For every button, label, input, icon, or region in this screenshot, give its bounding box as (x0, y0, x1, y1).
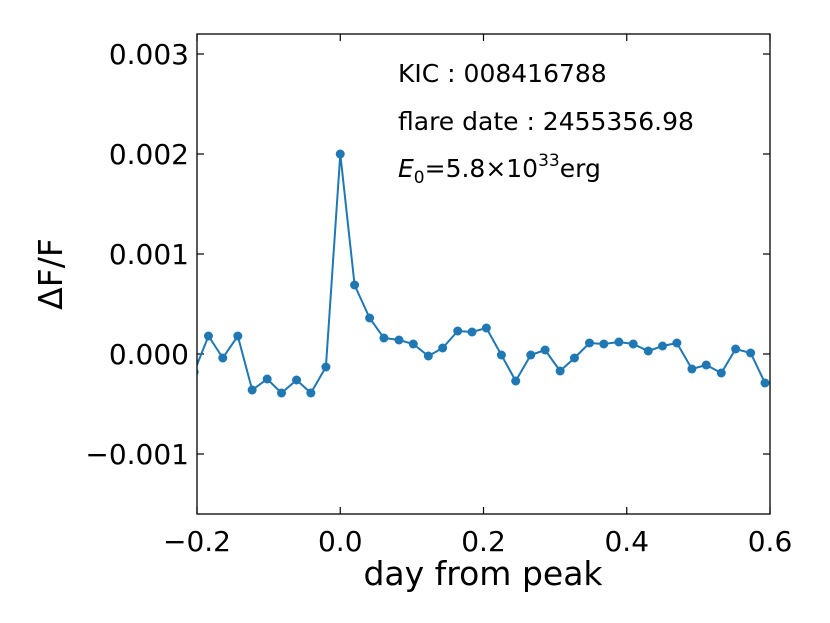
data-point (716, 368, 726, 378)
data-point (526, 350, 536, 360)
data-point (599, 339, 609, 349)
data-point (203, 331, 213, 341)
data-point (614, 337, 624, 347)
y-tick-label: 0.003 (109, 38, 189, 71)
data-point (569, 353, 579, 363)
x-tick-label: 0.6 (748, 525, 793, 558)
axis-ticks (196, 34, 771, 514)
y-tick-label: 0.001 (109, 238, 189, 271)
x-tick-label: 0.0 (318, 525, 363, 558)
x-axis-label: day from peak (363, 554, 603, 593)
data-point (335, 149, 345, 159)
data-point (394, 335, 404, 345)
data-point (408, 339, 418, 349)
energy-annotation: E0=5.8×1033erg (398, 151, 601, 188)
plot-area (197, 149, 770, 398)
series-line (197, 153, 766, 395)
data-point (306, 388, 316, 398)
energy-subscript: 0 (414, 168, 425, 188)
data-point (321, 362, 331, 372)
energy-unit: erg (560, 154, 601, 183)
data-point (379, 333, 389, 343)
x-tick-label: −0.2 (163, 525, 231, 558)
data-point (277, 388, 287, 398)
data-point (585, 338, 595, 348)
data-point (540, 345, 550, 355)
data-point (233, 331, 243, 341)
tick-labels: −0.2 0.0 0.2 0.4 0.6 −0.001 0.000 0.001 0.002 0.0… (85, 38, 792, 558)
data-point (365, 313, 375, 323)
data-point (555, 366, 565, 376)
data-point (438, 343, 448, 353)
kic-annotation: KIC : 008416788 (398, 59, 607, 88)
x-tick-label: 0.2 (461, 525, 506, 558)
data-point (453, 326, 463, 336)
data-point (247, 385, 257, 395)
data-point (350, 280, 360, 290)
data-point (628, 339, 638, 349)
energy-symbol: E (398, 154, 414, 183)
data-points (197, 149, 770, 398)
data-point (760, 378, 770, 388)
data-point (467, 327, 477, 337)
y-tick-label: −0.001 (85, 438, 189, 471)
energy-exponent: 33 (538, 151, 560, 171)
data-point (672, 338, 682, 348)
plot-frame (196, 33, 771, 515)
data-point (292, 375, 302, 385)
data-point (701, 360, 711, 370)
data-point (687, 364, 697, 374)
data-point (746, 348, 756, 358)
data-point (496, 350, 506, 360)
data-point (658, 341, 668, 351)
x-tick-label: 0.4 (604, 525, 649, 558)
y-tick-label: 0.002 (109, 138, 189, 171)
data-point (511, 376, 521, 386)
y-tick-label: 0.000 (109, 338, 189, 371)
data-point (423, 351, 433, 361)
data-point (643, 346, 653, 356)
data-point (481, 323, 491, 333)
data-point (262, 374, 272, 384)
flare-date-annotation: flare date : 2455356.98 (398, 107, 694, 136)
data-point (218, 353, 228, 363)
y-axis-label: ΔF/F (31, 238, 70, 310)
data-point (731, 344, 741, 354)
energy-value: =5.8×10 (425, 154, 538, 183)
